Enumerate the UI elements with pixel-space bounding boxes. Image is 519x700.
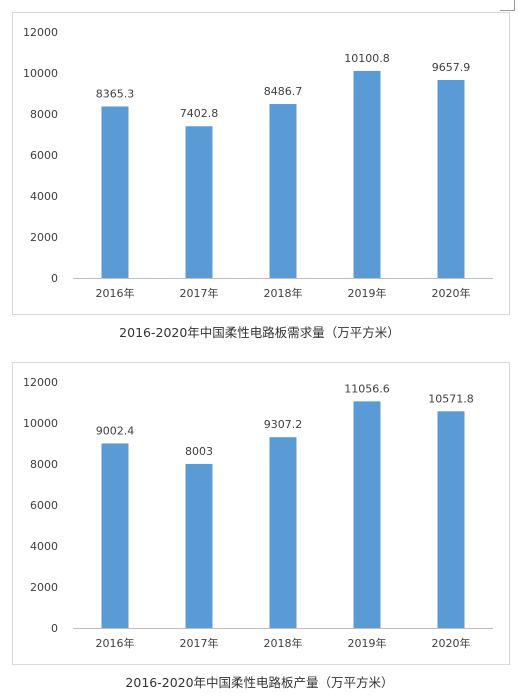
production-data-label: 11056.6 — [344, 382, 390, 395]
demand-bar-2017 — [185, 126, 213, 278]
production-data-label: 9002.4 — [96, 424, 135, 437]
demand-category-label: 2020年 — [432, 286, 471, 300]
production-category-label: 2016年 — [96, 636, 135, 650]
production-bar-2017 — [185, 463, 213, 628]
production-chart: 0 2000 4000 6000 8000 10000 12000 9002.4 2016年 80… — [23, 376, 493, 650]
production-bar-2019 — [353, 401, 381, 628]
production-data-label: 9307.2 — [264, 418, 303, 431]
demand-ytick-label: 0 — [51, 272, 58, 285]
demand-category-label: 2019年 — [348, 286, 387, 300]
demand-ytick-label: 12000 — [23, 26, 58, 39]
production-chart-panel: 0 2000 4000 6000 8000 10000 12000 9002.4 2016年 80… — [12, 362, 510, 665]
production-ytick-label: 12000 — [23, 376, 58, 389]
demand-category-label: 2018年 — [264, 286, 303, 300]
demand-ytick-label: 10000 — [23, 67, 58, 80]
demand-ytick-label: 4000 — [30, 190, 58, 203]
production-chart-caption: 2016-2020年中国柔性电路板产量（万平方米） — [125, 675, 394, 690]
demand-chart: 0 2000 4000 6000 8000 10000 12000 8365.3 2016年 74… — [23, 26, 493, 300]
demand-chart-caption: 2016-2020年中国柔性电路板需求量（万平方米） — [119, 325, 400, 340]
production-bar-2016 — [101, 443, 129, 628]
demand-bar-2018 — [269, 104, 297, 279]
demand-bar-2019 — [353, 70, 381, 279]
demand-category-label: 2016年 — [96, 286, 135, 300]
demand-bar-2016 — [101, 106, 129, 278]
demand-ytick-label: 6000 — [30, 149, 58, 162]
demand-data-label: 10100.8 — [344, 52, 390, 65]
production-bar-2018 — [269, 437, 297, 628]
production-ytick-label: 2000 — [30, 581, 58, 594]
production-ytick-label: 6000 — [30, 499, 58, 512]
production-ytick-label: 10000 — [23, 417, 58, 430]
demand-data-label: 9657.9 — [432, 61, 471, 74]
demand-ytick-label: 8000 — [30, 108, 58, 121]
production-ytick-label: 8000 — [30, 458, 58, 471]
production-bar-2020 — [437, 411, 465, 628]
production-category-label: 2017年 — [180, 636, 219, 650]
production-data-label: 8003 — [185, 445, 213, 458]
demand-ytick-label: 2000 — [30, 231, 58, 244]
production-ytick-label: 4000 — [30, 540, 58, 553]
demand-data-label: 7402.8 — [180, 107, 219, 120]
demand-chart-panel: 0 2000 4000 6000 8000 10000 12000 8365.3 2016年 74… — [12, 12, 510, 315]
demand-bar-2020 — [437, 80, 465, 278]
production-category-label: 2020年 — [432, 636, 471, 650]
demand-category-label: 2017年 — [180, 286, 219, 300]
demand-data-label: 8365.3 — [96, 88, 135, 101]
demand-data-label: 8486.7 — [264, 85, 303, 98]
corner-mark — [500, 0, 515, 11]
production-data-label: 10571.8 — [428, 392, 474, 405]
production-category-label: 2018年 — [264, 636, 303, 650]
production-ytick-label: 0 — [51, 622, 58, 635]
production-category-label: 2019年 — [348, 636, 387, 650]
